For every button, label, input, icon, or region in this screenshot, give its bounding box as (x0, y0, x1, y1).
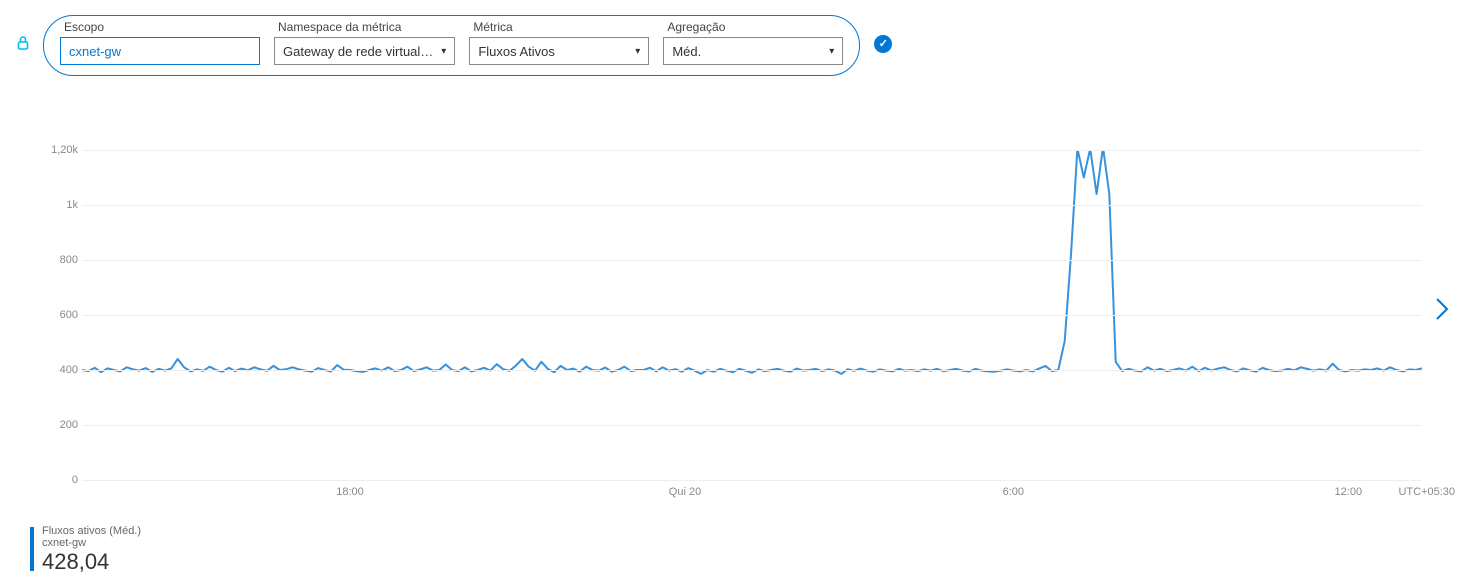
legend-resource-name: cxnet-gw (42, 537, 141, 549)
legend-color-bar (30, 527, 34, 571)
y-tick-label: 400 (30, 364, 78, 376)
chevron-down-icon: ▾ (829, 46, 834, 57)
metric-value: Fluxos Ativos (478, 44, 555, 59)
chart-legend: Fluxos ativos (Méd.) cxnet-gw 428,04 (30, 525, 141, 575)
legend-series-name: Fluxos ativos (Méd.) (42, 525, 141, 537)
scope-value: cxnet-gw (69, 44, 121, 59)
y-tick-label: 800 (30, 254, 78, 266)
x-tick-label: 6:00 (1003, 486, 1024, 498)
y-axis: 02004006008001k1,20k (30, 150, 78, 480)
filter-pill: Escopo cxnet-gw Namespace da métrica Gat… (43, 15, 860, 76)
aggregation-field: Agregação Méd. ▾ (663, 20, 843, 65)
namespace-value: Gateway de rede virtual… (283, 44, 433, 59)
check-badge-icon: ✓ (874, 35, 892, 53)
metric-label: Métrica (469, 20, 649, 34)
x-axis: 18:00 Qui 20 6:00 12:00 (82, 486, 1422, 506)
x-tick-label: Qui 20 (669, 486, 701, 498)
namespace-field: Namespace da métrica Gateway de rede vir… (274, 20, 455, 65)
aggregation-label: Agregação (663, 20, 843, 34)
metric-select[interactable]: Fluxos Ativos ▾ (469, 37, 649, 65)
x-tick-label: 12:00 (1335, 486, 1363, 498)
y-tick-label: 1,20k (30, 144, 78, 156)
scope-field: Escopo cxnet-gw (60, 20, 260, 65)
timezone-label: UTC+05:30 (1398, 486, 1455, 498)
y-tick-label: 0 (30, 474, 78, 486)
aggregation-value: Méd. (672, 44, 701, 59)
y-tick-label: 600 (30, 309, 78, 321)
y-tick-label: 200 (30, 419, 78, 431)
chevron-down-icon: ▾ (441, 46, 446, 57)
x-tick-label: 18:00 (336, 486, 364, 498)
metric-field: Métrica Fluxos Ativos ▾ (469, 20, 649, 65)
lock-icon (15, 35, 31, 56)
legend-value: 428,04 (42, 549, 141, 575)
chart-plot-area[interactable] (82, 150, 1422, 480)
namespace-select[interactable]: Gateway de rede virtual… ▾ (274, 37, 455, 65)
scope-label: Escopo (60, 20, 260, 34)
y-tick-label: 1k (30, 199, 78, 211)
metric-filter-bar: Escopo cxnet-gw Namespace da métrica Gat… (15, 15, 892, 76)
chevron-right-icon[interactable] (1433, 295, 1451, 329)
namespace-label: Namespace da métrica (274, 20, 455, 34)
aggregation-select[interactable]: Méd. ▾ (663, 37, 843, 65)
legend-text: Fluxos ativos (Méd.) cxnet-gw 428,04 (42, 525, 141, 575)
chevron-down-icon: ▾ (635, 46, 640, 57)
metrics-chart: 02004006008001k1,20k 18:00Qui 206:0012:0… (30, 150, 1425, 580)
scope-select[interactable]: cxnet-gw (60, 37, 260, 65)
